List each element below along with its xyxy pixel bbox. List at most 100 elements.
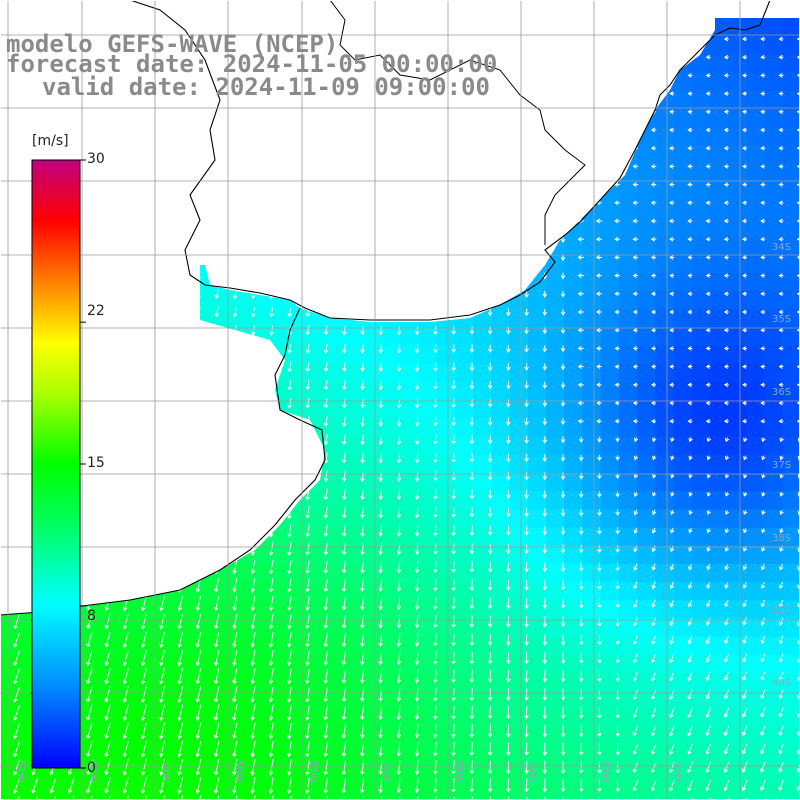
wind-arrow — [342, 380, 347, 391]
wind-arrow — [779, 491, 784, 497]
wind-arrow — [560, 724, 566, 738]
wind-arrow — [195, 668, 202, 685]
wind-arrow — [451, 453, 457, 464]
wind-arrow — [723, 273, 729, 278]
wind-arrow — [414, 615, 420, 629]
wind-arrow — [778, 36, 784, 42]
wind-arrow — [724, 581, 729, 589]
wind-arrow — [451, 434, 457, 445]
wind-arrow — [632, 689, 639, 700]
wind-arrow — [560, 309, 566, 316]
wind-arrow — [723, 109, 729, 115]
wind-arrow — [651, 400, 656, 406]
wind-arrow — [232, 578, 238, 593]
wind-arrow — [615, 670, 620, 683]
wind-arrow — [760, 273, 766, 278]
wind-arrow — [122, 632, 129, 648]
wind-arrow — [723, 779, 730, 792]
wind-arrow — [433, 543, 438, 555]
wind-arrow — [670, 455, 675, 461]
wind-arrow — [760, 145, 766, 151]
wind-arrow — [723, 327, 729, 333]
wind-arrow — [669, 91, 675, 96]
wind-arrow — [177, 759, 184, 776]
wind-arrow — [778, 327, 784, 333]
wind-arrow — [469, 561, 475, 573]
wind-arrow — [506, 489, 511, 500]
wind-arrow — [669, 327, 675, 333]
wind-arrow — [341, 650, 347, 666]
wind-arrow — [760, 309, 766, 315]
wind-arrow — [286, 668, 292, 685]
wind-arrow — [86, 704, 93, 721]
wind-arrow — [742, 563, 748, 571]
wind-arrow — [615, 761, 621, 774]
wind-arrow — [779, 510, 784, 515]
wind-arrow — [614, 382, 620, 388]
wind-arrow — [742, 54, 747, 60]
wind-arrow — [268, 596, 274, 612]
wind-arrow — [633, 455, 639, 461]
wind-arrow — [86, 722, 93, 740]
wind-arrow — [214, 595, 220, 612]
wind-arrow — [542, 309, 548, 316]
wind-arrow — [341, 705, 347, 721]
wind-arrow — [341, 741, 347, 758]
wind-arrow — [524, 616, 529, 628]
wind-arrow — [268, 632, 274, 648]
wind-arrow — [286, 686, 292, 703]
wind-arrow — [687, 291, 693, 297]
wind-arrow — [359, 687, 365, 703]
wind-arrow — [651, 635, 657, 645]
wind-arrow — [651, 563, 656, 571]
land-mask — [0, 0, 715, 615]
wind-arrow — [232, 722, 238, 740]
wind-arrow — [305, 560, 310, 575]
wind-arrow — [360, 614, 365, 629]
wind-arrow — [199, 795, 202, 800]
wind-arrow — [469, 760, 475, 775]
wind-arrow — [778, 291, 784, 297]
wind-arrow — [396, 615, 402, 629]
wind-arrow — [214, 289, 220, 300]
wind-arrow — [724, 491, 730, 497]
wind-arrow — [577, 364, 584, 369]
lat-label: 36S — [772, 387, 791, 398]
wind-arrow — [195, 759, 202, 776]
wind-arrow — [706, 473, 712, 479]
wind-arrow — [378, 434, 383, 446]
wind-arrow — [414, 687, 420, 702]
wind-arrow — [633, 437, 639, 443]
wind-arrow — [86, 777, 93, 794]
wind-arrow — [362, 795, 365, 800]
wind-arrow — [633, 617, 638, 627]
wind-arrow — [524, 526, 529, 536]
wind-arrow — [687, 200, 693, 206]
wind-arrow — [560, 272, 566, 280]
wind-arrow — [760, 707, 766, 718]
wind-arrow — [742, 127, 747, 133]
wind-arrow — [250, 686, 256, 703]
wind-arrow — [433, 597, 438, 610]
wind-arrow — [723, 255, 729, 260]
wind-arrow — [140, 614, 147, 630]
wind-arrow — [286, 741, 292, 758]
wind-arrow — [633, 491, 639, 497]
colorbar-tick-label: 8 — [87, 608, 96, 624]
wind-arrow — [632, 218, 639, 224]
wind-arrow — [433, 669, 438, 684]
lon-label: 53W — [599, 760, 610, 783]
wind-arrow — [687, 418, 693, 424]
wind-arrow — [487, 724, 493, 738]
wind-arrow — [524, 652, 529, 665]
wind-arrow — [542, 688, 548, 701]
forecast-date: forecast date: 2024-11-05 00:00:00 — [6, 50, 498, 78]
wind-arrow — [615, 706, 620, 719]
wind-arrow — [779, 563, 784, 571]
wind-arrow — [615, 724, 620, 738]
wind-arrow — [577, 255, 584, 260]
wind-arrow — [651, 418, 656, 424]
wind-arrow — [742, 73, 747, 78]
wind-arrow — [578, 508, 584, 517]
wind-arrow — [687, 182, 693, 187]
